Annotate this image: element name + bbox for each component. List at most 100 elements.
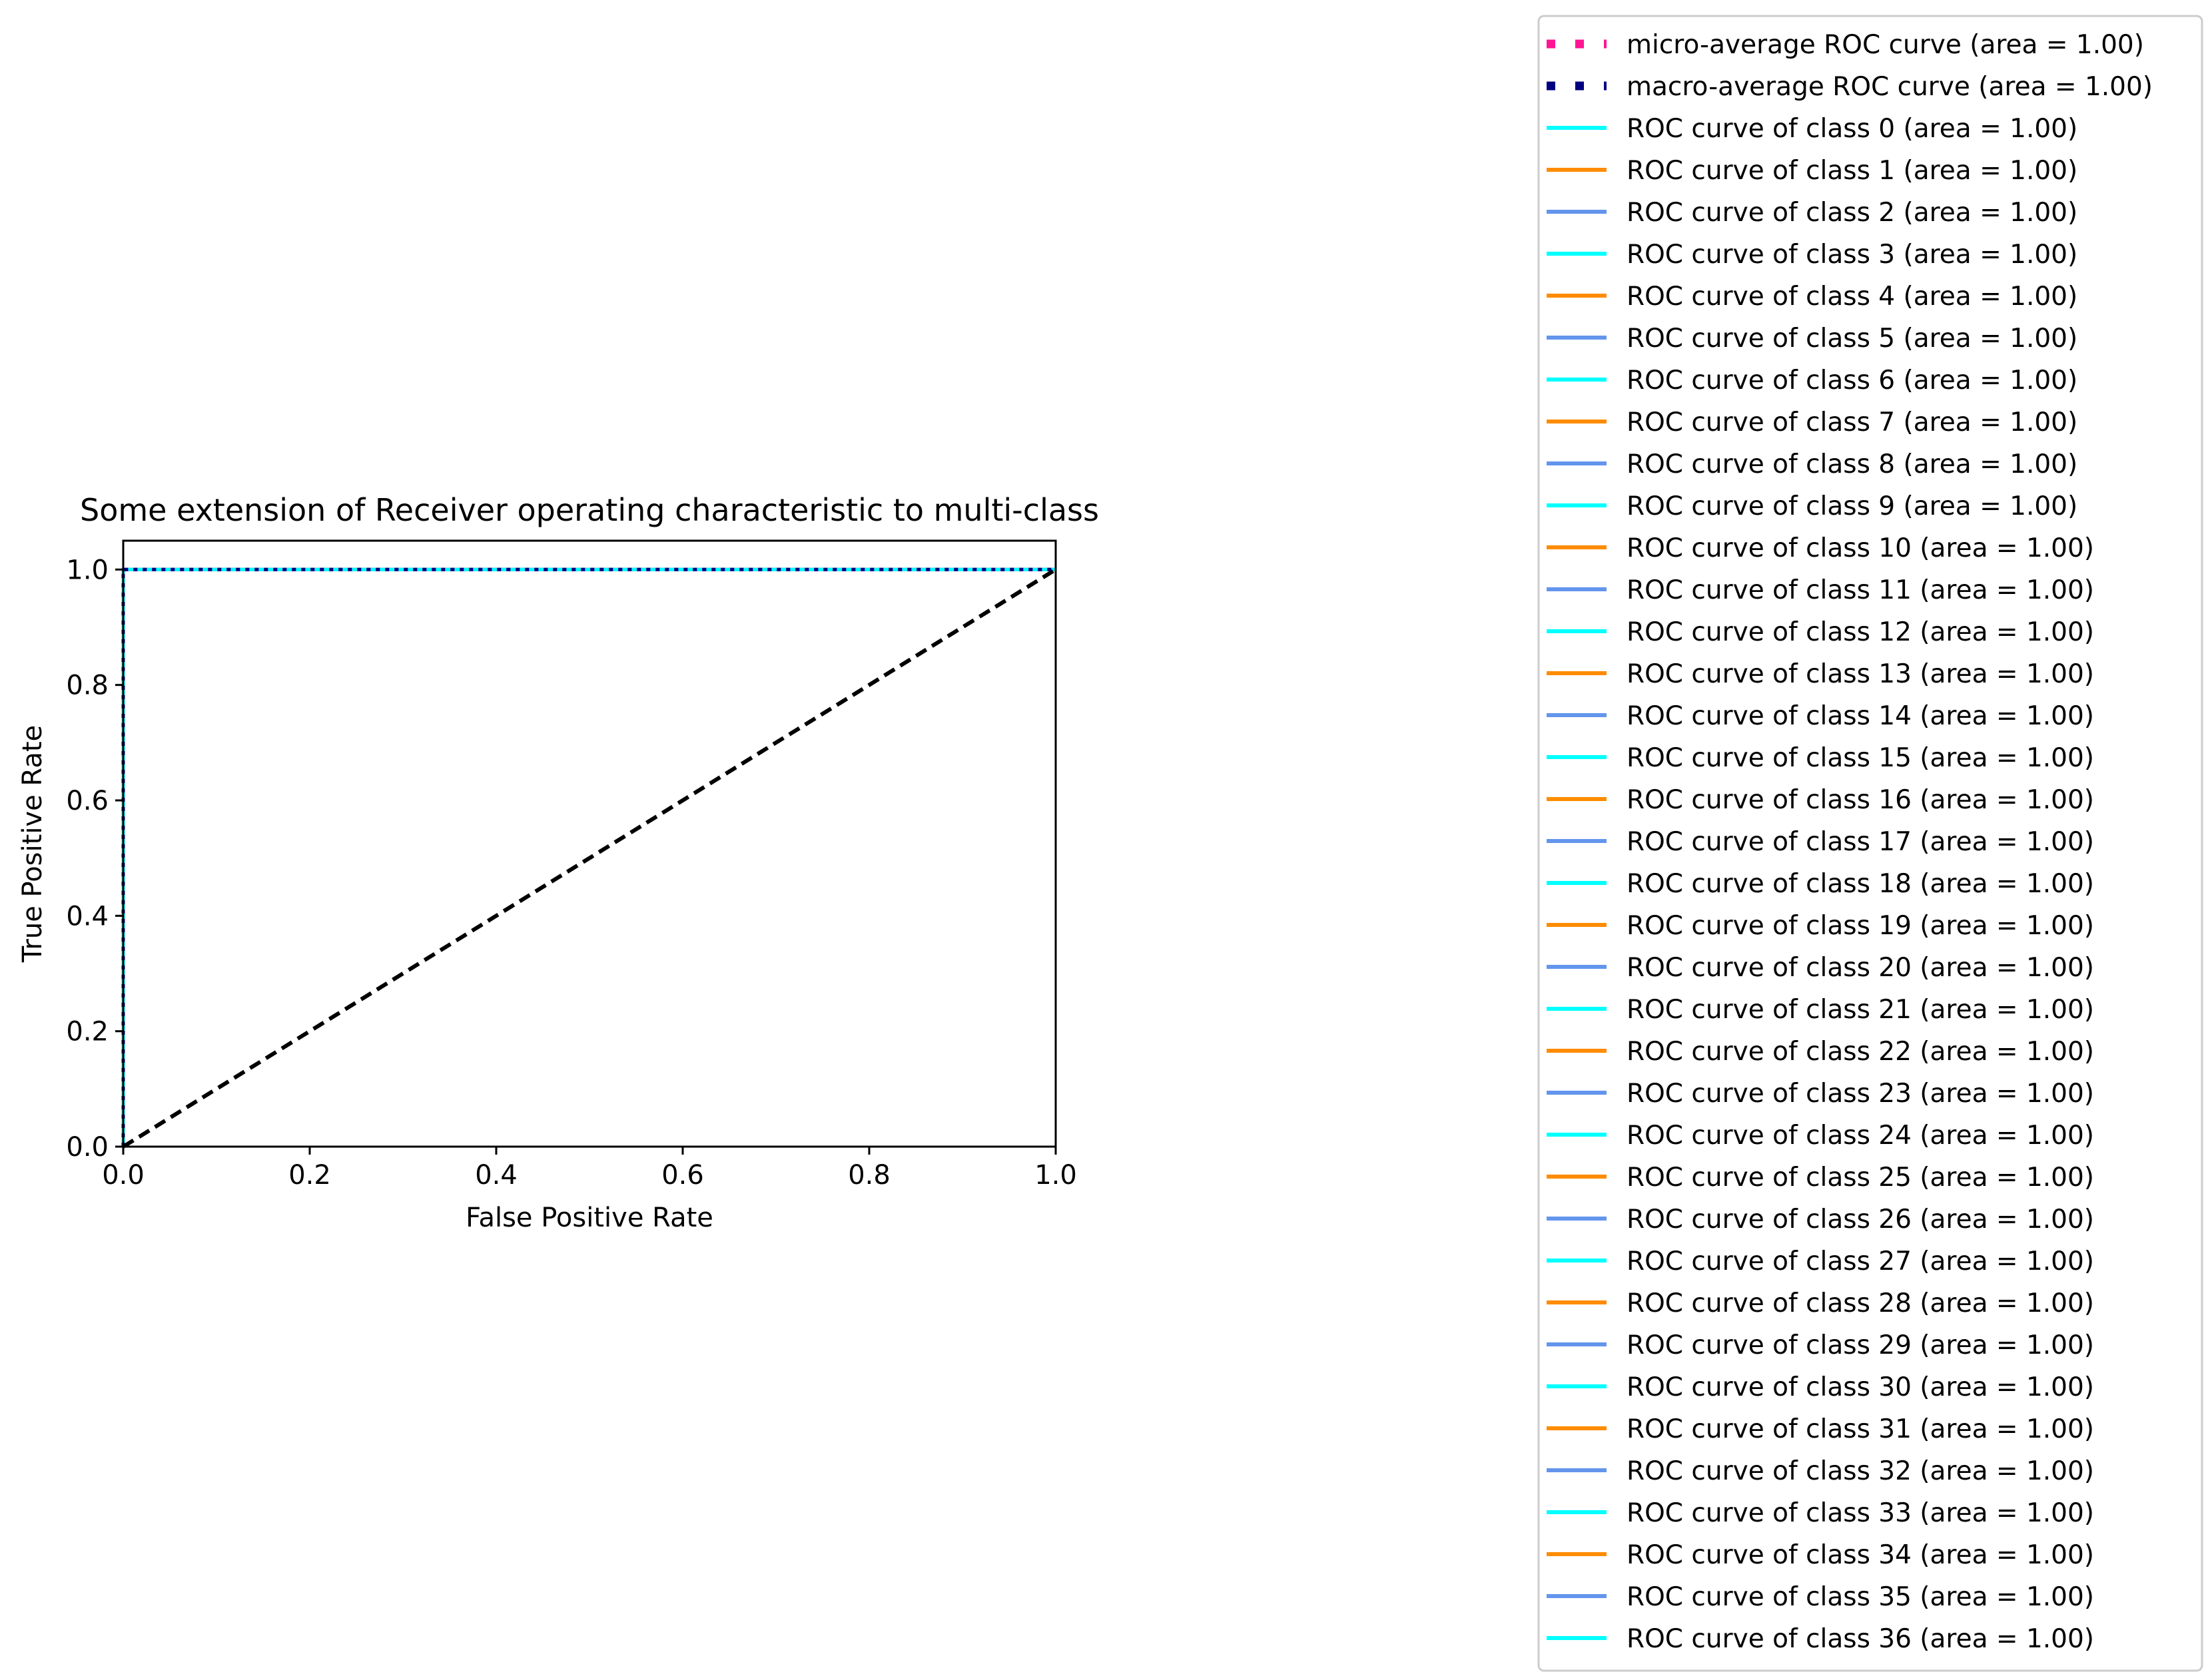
legend-label: macro-average ROC curve (area = 1.00) — [1627, 72, 2153, 102]
legend-label: ROC curve of class 31 (area = 1.00) — [1627, 1414, 2094, 1444]
legend-label: ROC curve of class 25 (area = 1.00) — [1627, 1163, 2094, 1193]
legend-item: ROC curve of class 21 (area = 1.00) — [1547, 995, 2094, 1025]
legend-label: ROC curve of class 36 (area = 1.00) — [1627, 1624, 2094, 1654]
y-tick-label: 0.8 — [66, 671, 109, 701]
legend-item: ROC curve of class 22 (area = 1.00) — [1547, 1037, 2094, 1067]
y-tick-label: 0.2 — [66, 1017, 109, 1047]
legend-label: ROC curve of class 2 (area = 1.00) — [1627, 198, 2077, 228]
legend-label: ROC curve of class 27 (area = 1.00) — [1627, 1247, 2094, 1276]
y-axis-label: True Positive Rate — [17, 725, 48, 963]
legend-label: ROC curve of class 23 (area = 1.00) — [1627, 1079, 2094, 1109]
legend-frame — [1537, 15, 2203, 1672]
legend-item: ROC curve of class 23 (area = 1.00) — [1547, 1079, 2094, 1109]
x-tick-label: 0.0 — [102, 1160, 145, 1191]
legend-item: ROC curve of class 12 (area = 1.00) — [1547, 617, 2094, 647]
legend-label: ROC curve of class 15 (area = 1.00) — [1627, 743, 2094, 773]
legend-item: ROC curve of class 36 (area = 1.00) — [1547, 1624, 2094, 1654]
legend-label: ROC curve of class 8 (area = 1.00) — [1627, 449, 2077, 479]
legend-label: ROC curve of class 1 (area = 1.00) — [1627, 156, 2077, 186]
legend-item: ROC curve of class 9 (area = 1.00) — [1547, 491, 2077, 521]
legend-label: ROC curve of class 12 (area = 1.00) — [1627, 617, 2094, 647]
legend-item: ROC curve of class 16 (area = 1.00) — [1547, 785, 2094, 815]
legend-item: ROC curve of class 15 (area = 1.00) — [1547, 743, 2094, 773]
legend-item: ROC curve of class 34 (area = 1.00) — [1547, 1540, 2094, 1570]
legend-label: ROC curve of class 34 (area = 1.00) — [1627, 1540, 2094, 1570]
legend-item: ROC curve of class 29 (area = 1.00) — [1547, 1330, 2094, 1360]
y-tick-label: 0.6 — [66, 786, 109, 816]
legend-item: macro-average ROC curve (area = 1.00) — [1547, 72, 2153, 102]
legend-label: ROC curve of class 19 (area = 1.00) — [1627, 911, 2094, 941]
legend-item: ROC curve of class 17 (area = 1.00) — [1547, 827, 2094, 857]
legend-item: ROC curve of class 7 (area = 1.00) — [1547, 408, 2077, 437]
y-axis-ticks: 0.0 0.2 0.4 0.6 0.8 1.0 — [66, 555, 123, 1163]
legend-item: ROC curve of class 33 (area = 1.00) — [1547, 1498, 2094, 1528]
y-tick-label: 0.0 — [66, 1132, 109, 1163]
legend-label: ROC curve of class 33 (area = 1.00) — [1627, 1498, 2094, 1528]
legend-item: ROC curve of class 0 (area = 1.00) — [1547, 114, 2077, 144]
chart-title: Some extension of Receiver operating cha… — [80, 492, 1099, 528]
y-tick-label: 1.0 — [66, 555, 109, 585]
legend-item: ROC curve of class 14 (area = 1.00) — [1547, 701, 2094, 731]
legend-item: ROC curve of class 27 (area = 1.00) — [1547, 1247, 2094, 1276]
legend-item: micro-average ROC curve (area = 1.00) — [1547, 30, 2144, 60]
legend-item: ROC curve of class 31 (area = 1.00) — [1547, 1414, 2094, 1444]
legend-label: ROC curve of class 32 (area = 1.00) — [1627, 1456, 2094, 1486]
x-tick-label: 0.4 — [475, 1160, 518, 1191]
legend-item: ROC curve of class 25 (area = 1.00) — [1547, 1163, 2094, 1193]
legend-label: ROC curve of class 22 (area = 1.00) — [1627, 1037, 2094, 1067]
legend-label: ROC curve of class 28 (area = 1.00) — [1627, 1288, 2094, 1318]
legend-label: ROC curve of class 35 (area = 1.00) — [1627, 1582, 2094, 1612]
legend-item: ROC curve of class 10 (area = 1.00) — [1547, 533, 2094, 563]
legend-item: ROC curve of class 8 (area = 1.00) — [1547, 449, 2077, 479]
x-tick-label: 0.8 — [848, 1160, 891, 1191]
chance-reference-line — [122, 567, 1057, 1149]
legend-item: ROC curve of class 13 (area = 1.00) — [1547, 659, 2094, 689]
x-axis-label: False Positive Rate — [466, 1203, 713, 1233]
roc-curves — [121, 567, 1057, 1149]
x-tick-label: 0.6 — [661, 1160, 704, 1191]
legend-item: ROC curve of class 24 (area = 1.00) — [1547, 1121, 2094, 1151]
legend-label: ROC curve of class 20 (area = 1.00) — [1627, 953, 2094, 983]
legend-label: ROC curve of class 26 (area = 1.00) — [1627, 1205, 2094, 1235]
plot-area: 0.0 0.2 0.4 0.6 0.8 1.0 0.0 0.2 0.4 0.6 0.8 1.0 — [66, 539, 1077, 1191]
legend: micro-average ROC curve (area = 1.00) mac… — [1537, 15, 2203, 1672]
legend-item: ROC curve of class 6 (area = 1.00) — [1547, 366, 2077, 396]
legend-item: ROC curve of class 26 (area = 1.00) — [1547, 1205, 2094, 1235]
legend-label: ROC curve of class 4 (area = 1.00) — [1627, 282, 2077, 312]
legend-item: ROC curve of class 11 (area = 1.00) — [1547, 575, 2094, 605]
legend-label: ROC curve of class 11 (area = 1.00) — [1627, 575, 2094, 605]
legend-item: ROC curve of class 18 (area = 1.00) — [1547, 869, 2094, 899]
legend-item: ROC curve of class 2 (area = 1.00) — [1547, 198, 2077, 228]
legend-item: ROC curve of class 30 (area = 1.00) — [1547, 1372, 2094, 1402]
legend-item: ROC curve of class 32 (area = 1.00) — [1547, 1456, 2094, 1486]
legend-label: ROC curve of class 21 (area = 1.00) — [1627, 995, 2094, 1025]
legend-label: ROC curve of class 29 (area = 1.00) — [1627, 1330, 2094, 1360]
legend-label: ROC curve of class 17 (area = 1.00) — [1627, 827, 2094, 857]
x-axis-ticks: 0.0 0.2 0.4 0.6 0.8 1.0 — [102, 1147, 1077, 1191]
legend-item: ROC curve of class 5 (area = 1.00) — [1547, 324, 2077, 354]
legend-label: ROC curve of class 10 (area = 1.00) — [1627, 533, 2094, 563]
legend-label: ROC curve of class 3 (area = 1.00) — [1627, 240, 2077, 270]
legend-label: ROC curve of class 30 (area = 1.00) — [1627, 1372, 2094, 1402]
legend-item: ROC curve of class 19 (area = 1.00) — [1547, 911, 2094, 941]
legend-label: ROC curve of class 6 (area = 1.00) — [1627, 366, 2077, 396]
legend-item: ROC curve of class 20 (area = 1.00) — [1547, 953, 2094, 983]
y-tick-label: 0.4 — [66, 901, 109, 932]
axes-frame — [122, 539, 1057, 1148]
legend-label: ROC curve of class 24 (area = 1.00) — [1627, 1121, 2094, 1151]
legend-label: ROC curve of class 5 (area = 1.00) — [1627, 324, 2077, 354]
legend-item: ROC curve of class 28 (area = 1.00) — [1547, 1288, 2094, 1318]
legend-label: ROC curve of class 0 (area = 1.00) — [1627, 114, 2077, 144]
x-tick-label: 1.0 — [1034, 1160, 1077, 1191]
legend-item: ROC curve of class 3 (area = 1.00) — [1547, 240, 2077, 270]
legend-label: ROC curve of class 14 (area = 1.00) — [1627, 701, 2094, 731]
legend-label: ROC curve of class 13 (area = 1.00) — [1627, 659, 2094, 689]
legend-item: ROC curve of class 4 (area = 1.00) — [1547, 282, 2077, 312]
x-tick-label: 0.2 — [288, 1160, 331, 1191]
legend-label: micro-average ROC curve (area = 1.00) — [1627, 30, 2144, 60]
legend-item: ROC curve of class 1 (area = 1.00) — [1547, 156, 2077, 186]
legend-item: ROC curve of class 35 (area = 1.00) — [1547, 1582, 2094, 1612]
legend-label: ROC curve of class 16 (area = 1.00) — [1627, 785, 2094, 815]
legend-items: micro-average ROC curve (area = 1.00) mac… — [1547, 30, 2153, 1654]
